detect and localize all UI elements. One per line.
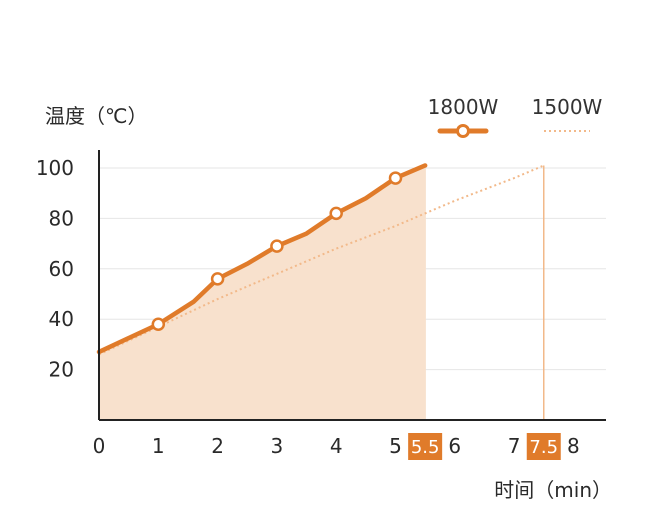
x-axis-title: 时间（min） [494,478,612,502]
data-point-1800w-x4 [329,206,343,221]
y-tick-label-40: 40 [49,307,74,331]
area-fill-1800w [99,165,426,420]
legend-label-1800w: 1800W [428,95,499,119]
y-tick-label-100: 100 [36,156,74,180]
legend-label-1500w: 1500W [532,95,603,119]
x-tick-label-6: 6 [448,434,461,458]
x-tick-highlight-bg-5.5 [408,433,443,460]
y-tick-label-60: 60 [49,257,74,281]
x-tick-label-5: 5 [389,434,402,458]
legend-marker-1800w [456,124,470,138]
tick-labels: 20 40 60 80 100 0 1 2 3 4 5 6 7 8 5.5 7.5 [36,156,580,460]
data-point-1800w-x1 [151,317,166,331]
x-tick-highlight-label-7.5: 7.5 [529,437,558,458]
end-markers [424,165,545,420]
series-markers [151,171,403,331]
x-tick-label-4: 4 [330,434,343,458]
data-point-1800w-x5 [388,171,403,185]
y-axis-title: 温度（℃） [45,104,147,128]
y-tick-label-80: 80 [49,206,74,230]
x-tick-label-2: 2 [211,434,224,458]
y-tick-label-20: 20 [49,358,74,382]
data-point-1800w-x2 [210,272,225,286]
axes [98,150,606,421]
x-tick-label-1: 1 [152,434,165,458]
x-tick-label-7: 7 [508,434,521,458]
x-tick-highlight-bg-7.5 [526,433,561,460]
area-1800w [99,165,426,420]
series-line-1500w [98,164,545,356]
data-point-1800w-x3 [270,239,284,253]
x-tick-label-8: 8 [567,434,580,458]
x-tick-label-3: 3 [271,434,284,458]
x-tick-highlight-label-5.5: 5.5 [411,437,440,458]
legend: 1800W 1500W [428,95,603,138]
x-tick-label-0: 0 [93,434,106,458]
